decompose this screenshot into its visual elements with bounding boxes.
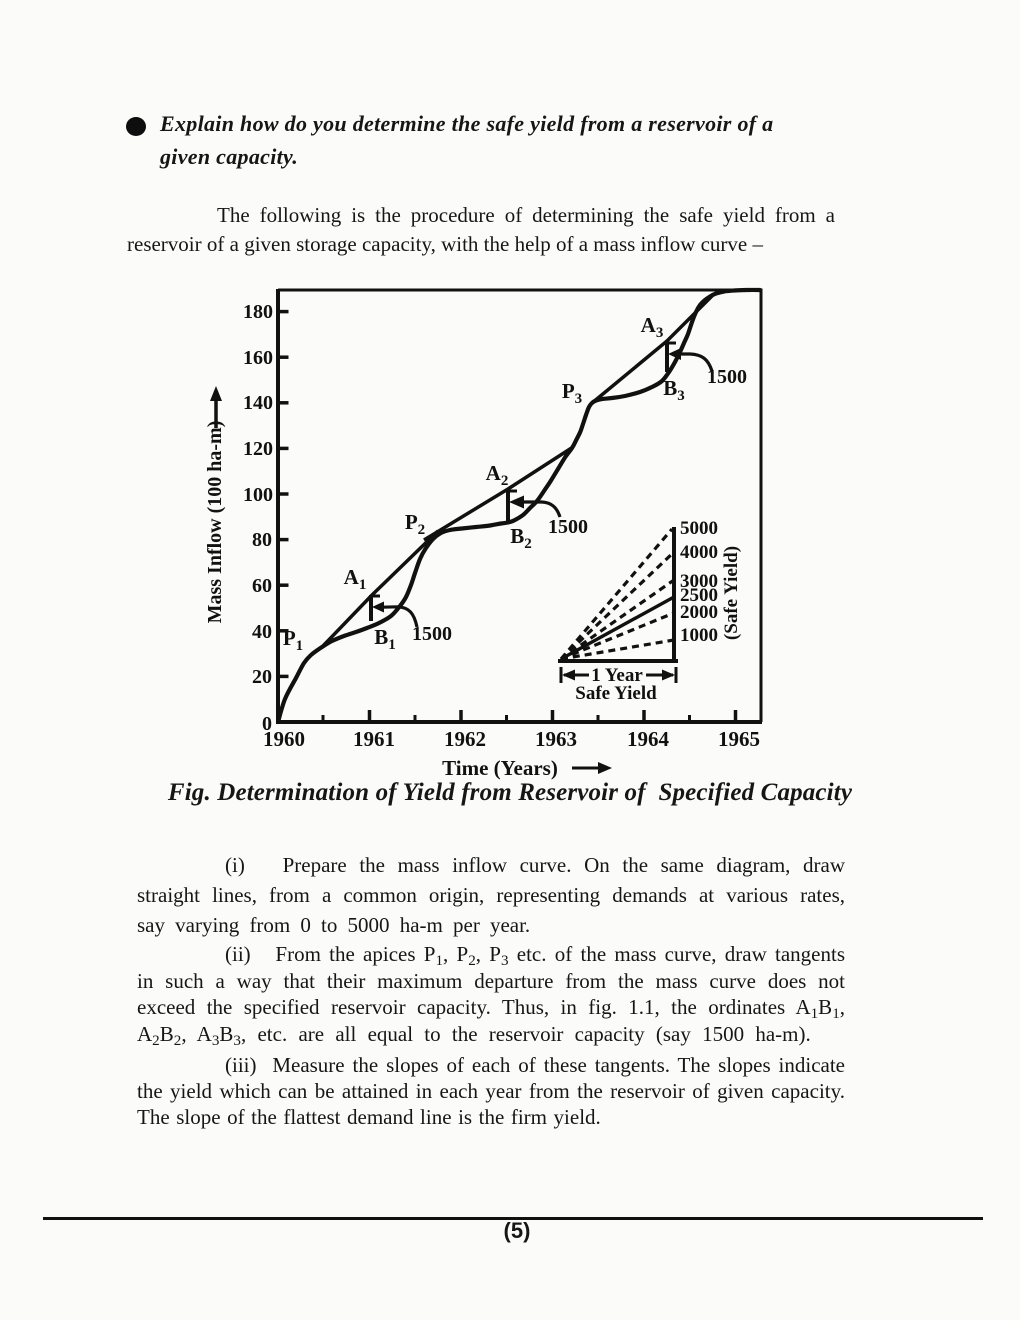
svg-text:Time (Years): Time (Years) <box>442 756 558 780</box>
svg-text:B2: B2 <box>510 524 532 552</box>
svg-text:P1: P1 <box>283 626 303 654</box>
svg-text:0: 0 <box>262 713 272 735</box>
svg-text:B1: B1 <box>374 625 396 653</box>
svg-text:1960: 1960 <box>263 727 305 751</box>
svg-text:1000: 1000 <box>680 625 718 646</box>
svg-text:A3: A3 <box>641 313 664 341</box>
svg-text:1963: 1963 <box>535 727 577 751</box>
svg-text:180: 180 <box>243 301 273 323</box>
svg-text:1500: 1500 <box>707 366 747 388</box>
svg-text:1965: 1965 <box>718 727 760 751</box>
svg-text:80: 80 <box>252 529 272 551</box>
svg-text:2000: 2000 <box>680 602 718 623</box>
svg-text:P3: P3 <box>562 379 582 407</box>
svg-text:1500: 1500 <box>548 516 588 538</box>
svg-text:140: 140 <box>243 392 273 414</box>
svg-text:1962: 1962 <box>444 727 486 751</box>
svg-text:2500: 2500 <box>680 585 718 606</box>
svg-text:20: 20 <box>252 666 272 688</box>
svg-text:B3: B3 <box>663 376 685 404</box>
svg-text:1 Year: 1 Year <box>591 665 643 686</box>
svg-text:4000: 4000 <box>680 542 718 563</box>
svg-text:1500: 1500 <box>412 623 452 645</box>
svg-text:40: 40 <box>252 621 272 643</box>
svg-text:100: 100 <box>243 484 273 506</box>
svg-text:1961: 1961 <box>353 727 395 751</box>
svg-text:5000: 5000 <box>680 518 718 539</box>
svg-text:(Safe Yield): (Safe Yield) <box>721 546 742 640</box>
svg-text:A1: A1 <box>344 565 367 593</box>
svg-text:3000: 3000 <box>680 571 718 592</box>
svg-text:P2: P2 <box>405 510 425 538</box>
svg-text:120: 120 <box>243 438 273 460</box>
svg-text:Mass Inflow (100 ha-m): Mass Inflow (100 ha-m) <box>204 421 226 624</box>
svg-text:1964: 1964 <box>627 727 670 751</box>
svg-text:A2: A2 <box>486 461 509 489</box>
svg-text:Safe Yield: Safe Yield <box>575 683 657 704</box>
svg-text:60: 60 <box>252 575 272 597</box>
svg-text:160: 160 <box>243 347 273 369</box>
